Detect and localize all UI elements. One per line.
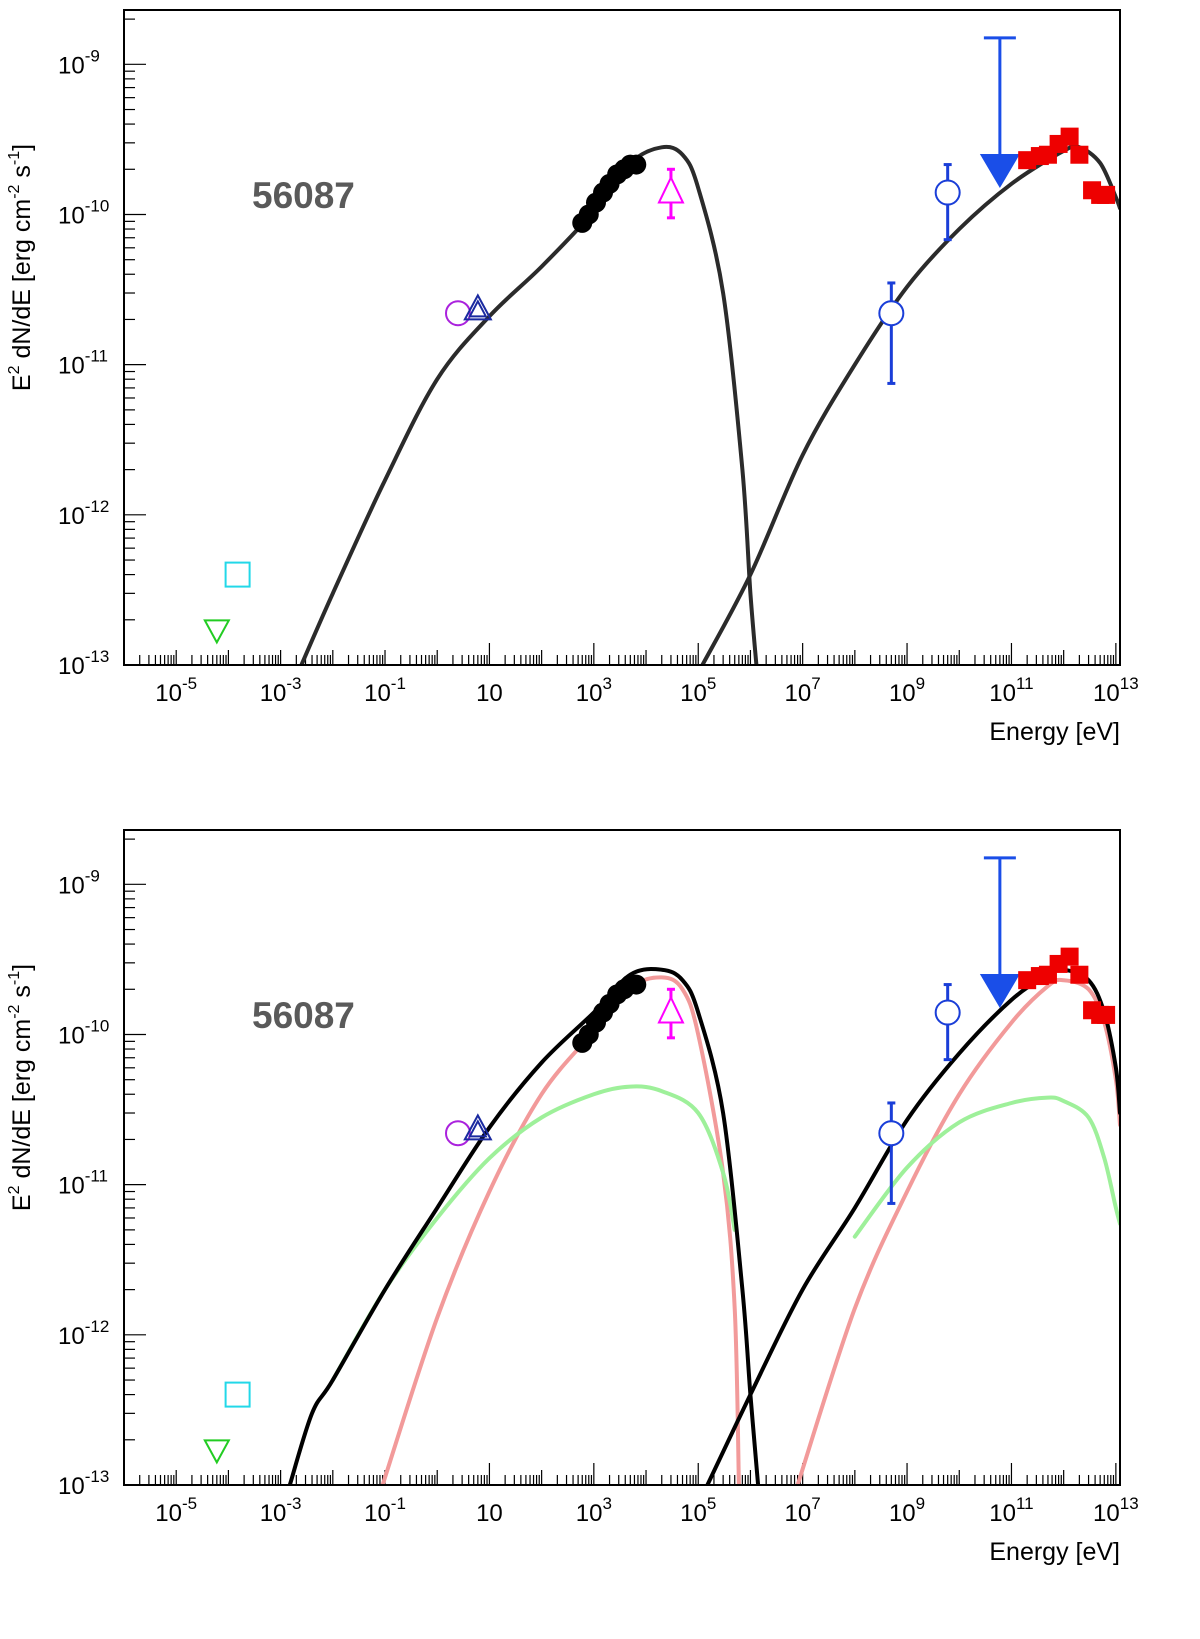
tev-marker bbox=[1097, 185, 1116, 204]
sed-panel-bottom: 10-5 10-3 10-1 10 103 105 107 109 1011 1013 10-13 1… bbox=[6, 829, 1139, 1566]
x-tick-label: 10-5 bbox=[155, 1494, 197, 1527]
fermi-circles-marker bbox=[934, 179, 961, 206]
y-tick-label: 10-12 bbox=[58, 497, 109, 530]
data-points bbox=[203, 856, 1116, 1465]
model-curve-component-1-inverse-compton bbox=[852, 1095, 1120, 1239]
tev-marker bbox=[1070, 965, 1089, 984]
x-tick-label: 109 bbox=[889, 1494, 925, 1527]
green-triangle-marker bbox=[203, 1439, 231, 1465]
y-tick-label: 10-12 bbox=[58, 1317, 109, 1350]
tev-marker bbox=[1060, 947, 1079, 966]
model-curves bbox=[287, 967, 1120, 1485]
y-axis-ticks bbox=[124, 838, 146, 1486]
y-axis-title: E2 dN/dE [erg cm-2 s-1] bbox=[6, 964, 36, 1211]
x-tick-label: 10-3 bbox=[260, 674, 302, 707]
x-tick-label: 1013 bbox=[1093, 1494, 1139, 1527]
radio-triangle-marker bbox=[463, 1113, 493, 1141]
model-curve-synchrotron bbox=[299, 144, 759, 665]
plot-frame bbox=[123, 9, 1121, 666]
tev-marker bbox=[1060, 127, 1079, 146]
x-axis-ticks bbox=[123, 643, 1117, 665]
radio-circle-marker bbox=[444, 300, 471, 327]
x-tick-label: 1013 bbox=[1093, 674, 1139, 707]
x-axis-title: Energy [eV] bbox=[989, 1538, 1120, 1566]
date-annotation: 56087 bbox=[252, 995, 355, 1036]
y-axis-title: E2 dN/dE [erg cm-2 s-1] bbox=[6, 144, 36, 391]
model-curve-inverse-compton bbox=[700, 143, 1120, 665]
x-tick-label: 107 bbox=[785, 674, 821, 707]
x-tick-label: 1011 bbox=[989, 674, 1033, 707]
x-tick-label: 10 bbox=[476, 680, 503, 707]
fermi-circles-marker bbox=[878, 1120, 905, 1147]
optical-marker bbox=[626, 154, 647, 175]
y-tick-label: 10-9 bbox=[58, 866, 100, 899]
y-tick-label: 10-13 bbox=[58, 647, 109, 680]
radio-circle-marker bbox=[444, 1120, 471, 1147]
model-curve-total-inverse-compton bbox=[705, 967, 1120, 1485]
y-axis-ticks bbox=[124, 18, 146, 666]
optical-marker bbox=[626, 974, 647, 995]
x-tick-label: 103 bbox=[576, 1494, 612, 1527]
x-tick-label: 107 bbox=[785, 1494, 821, 1527]
y-tick-label: 10-11 bbox=[58, 347, 108, 380]
radio-triangle-marker bbox=[463, 293, 493, 321]
x-tick-label: 10-5 bbox=[155, 674, 197, 707]
model-curve-component-1-synchrotron bbox=[330, 1084, 737, 1382]
upper-limit-arrowhead bbox=[979, 154, 1020, 189]
hard-xray-marker bbox=[657, 175, 685, 204]
tev-marker bbox=[1070, 145, 1089, 164]
model-curves bbox=[299, 143, 1120, 665]
upper-limit-arrowhead bbox=[979, 974, 1020, 1009]
radio-triangle-marker-inner bbox=[468, 1119, 488, 1138]
sed-panel-top: 10-5 10-3 10-1 10 103 105 107 109 1011 1013 10-13 1… bbox=[6, 9, 1139, 746]
fermi-circles-marker bbox=[878, 300, 905, 327]
cyan-square-marker bbox=[224, 561, 251, 588]
y-tick-label: 10-9 bbox=[58, 46, 100, 79]
x-tick-label: 10-3 bbox=[260, 1494, 302, 1527]
y-tick-label: 10-10 bbox=[58, 1016, 109, 1049]
green-triangle-marker bbox=[203, 619, 231, 645]
y-tick-label: 10-13 bbox=[58, 1467, 109, 1500]
x-tick-label: 105 bbox=[680, 1494, 716, 1527]
cyan-square-marker bbox=[224, 1381, 251, 1408]
x-tick-label: 10 bbox=[476, 1500, 503, 1527]
x-tick-label: 103 bbox=[576, 674, 612, 707]
tev-marker bbox=[1097, 1005, 1116, 1024]
fermi-circles-marker bbox=[934, 999, 961, 1026]
x-tick-label: 10-1 bbox=[364, 1494, 406, 1527]
radio-triangle-marker-inner bbox=[468, 299, 488, 318]
hard-xray-marker bbox=[657, 995, 685, 1024]
x-axis-title: Energy [eV] bbox=[989, 718, 1120, 746]
data-points bbox=[203, 36, 1116, 645]
x-axis-ticks bbox=[123, 1463, 1117, 1485]
plot-frame bbox=[123, 829, 1121, 1486]
y-tick-label: 10-10 bbox=[58, 196, 109, 229]
date-annotation: 56087 bbox=[252, 175, 355, 216]
x-tick-label: 109 bbox=[889, 674, 925, 707]
x-tick-label: 1011 bbox=[989, 1494, 1033, 1527]
model-curve-total-synchrotron bbox=[287, 967, 761, 1485]
x-tick-label: 105 bbox=[680, 674, 716, 707]
y-tick-label: 10-11 bbox=[58, 1167, 108, 1200]
x-tick-label: 10-1 bbox=[364, 674, 406, 707]
model-curve-component-2-synchrotron bbox=[380, 975, 741, 1485]
